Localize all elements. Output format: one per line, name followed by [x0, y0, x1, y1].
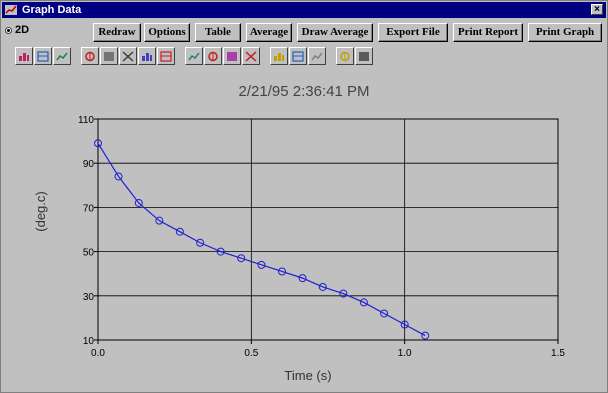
- crosshair-icon: [245, 50, 257, 62]
- data-list-button[interactable]: [119, 47, 137, 65]
- window-title: Graph Data: [22, 4, 82, 16]
- y-tick-label: 50: [83, 248, 95, 259]
- curve-fit-icon: [208, 51, 218, 61]
- data-point: [134, 198, 143, 207]
- color-palette-icon: [227, 51, 237, 61]
- crosshair-button[interactable]: [242, 47, 260, 65]
- stacked-bar-icon: [56, 52, 68, 60]
- data-point: [421, 331, 430, 340]
- mode-label: 2D: [15, 24, 30, 36]
- data-point: [339, 289, 348, 298]
- data-point: [237, 254, 246, 263]
- mode-2d-radio[interactable]: 2D: [5, 24, 29, 36]
- data-point: [114, 172, 123, 181]
- text-label-icon: [104, 51, 114, 61]
- chart-title: 2/21/95 2:36:41 PM: [238, 83, 370, 100]
- data-point: [318, 282, 327, 291]
- data-point: [298, 274, 307, 283]
- radio-selected-icon: [5, 26, 12, 34]
- draw-average-button[interactable]: Draw Average: [297, 23, 373, 42]
- data-point: [196, 238, 205, 247]
- close-button[interactable]: ×: [591, 4, 603, 15]
- text-label-button[interactable]: [100, 47, 118, 65]
- data-point: [257, 260, 266, 269]
- marker-button[interactable]: [270, 47, 288, 65]
- x-tick-label: 0.0: [91, 348, 105, 359]
- axis-scale-icon: [160, 50, 172, 62]
- data-point: [278, 267, 286, 276]
- options-button[interactable]: Options: [144, 23, 190, 42]
- data-list-icon: [122, 50, 134, 62]
- chart-gallery-button[interactable]: [289, 47, 307, 65]
- pattern-button[interactable]: [138, 47, 156, 65]
- 3d-bar-chart-icon: [37, 50, 49, 62]
- y-tick-label: 90: [83, 159, 95, 170]
- edit-pencil-button[interactable]: [308, 47, 326, 65]
- zoom-icon: [359, 51, 369, 61]
- data-point: [359, 298, 368, 307]
- edit-pencil-icon: [311, 52, 323, 60]
- grid-table-button[interactable]: [81, 47, 99, 65]
- y-tick-label: 30: [83, 292, 95, 303]
- temperature-chart: 10 30 50 70 90 110 0.0 0.5 1.0 1.5 Time (s) (deg.c): [33, 115, 565, 383]
- y-tick-label: 110: [78, 115, 94, 126]
- grid-table-icon: [85, 51, 95, 61]
- print-report-button[interactable]: Print Report: [453, 23, 523, 42]
- help-button[interactable]: [336, 47, 354, 65]
- bar-chart-icon: [19, 52, 29, 61]
- plot-area: [97, 118, 559, 341]
- x-tick-label: 0.5: [244, 348, 258, 359]
- title-bar[interactable]: Graph Data ×: [2, 2, 606, 18]
- command-bar: 2D Redraw Options Table Average Draw Average…: [1, 21, 607, 43]
- stacked-bar-button[interactable]: [53, 47, 71, 65]
- curve-fit-button[interactable]: [204, 47, 222, 65]
- 3d-bar-chart-button[interactable]: [34, 47, 52, 65]
- data-point: [400, 320, 409, 329]
- average-button[interactable]: Average: [246, 23, 292, 42]
- data-point: [380, 309, 389, 318]
- x-axis-label: Time (s): [284, 368, 331, 383]
- help-icon: [340, 51, 350, 61]
- y-axis-label: (deg.c): [33, 191, 48, 231]
- series-line: [97, 142, 426, 337]
- frame-icon: [188, 52, 200, 60]
- zoom-button[interactable]: [355, 47, 373, 65]
- pattern-icon: [142, 52, 152, 61]
- data-point: [175, 227, 184, 236]
- data-point: [216, 247, 225, 256]
- color-palette-button[interactable]: [223, 47, 241, 65]
- table-button[interactable]: Table: [195, 23, 241, 42]
- bar-chart-button[interactable]: [15, 47, 33, 65]
- chart-gallery-icon: [292, 50, 304, 62]
- redraw-button[interactable]: Redraw: [93, 23, 141, 42]
- export-file-button[interactable]: Export File: [378, 23, 448, 42]
- chart-toolbar: [15, 47, 435, 67]
- print-graph-button[interactable]: Print Graph: [528, 23, 602, 42]
- graph-app-icon: [5, 5, 17, 15]
- x-tick-label: 1.5: [551, 348, 565, 359]
- marker-icon: [274, 52, 284, 61]
- axis-scale-button[interactable]: [157, 47, 175, 65]
- y-tick-label: 10: [83, 336, 95, 347]
- y-tick-label: 70: [83, 203, 95, 214]
- frame-button[interactable]: [185, 47, 203, 65]
- data-point: [94, 139, 102, 148]
- data-point: [155, 216, 164, 225]
- x-tick-label: 1.0: [398, 348, 412, 359]
